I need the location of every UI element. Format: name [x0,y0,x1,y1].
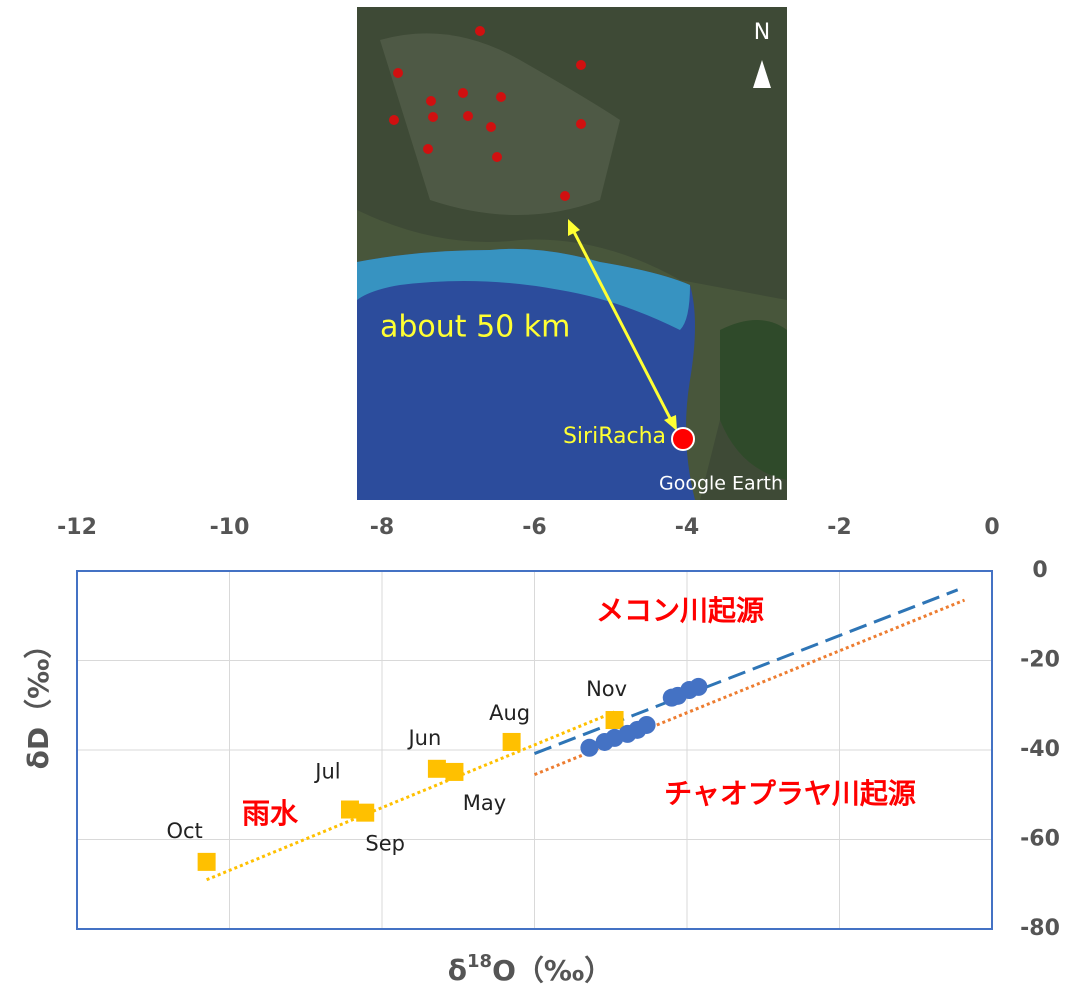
y-tick-label: -20 [1020,648,1060,673]
north-label: N [754,20,770,45]
point [638,716,656,734]
x-axis-title-part: O（‰） [492,954,612,987]
point-label: Nov [586,677,627,701]
point [356,804,374,822]
y-tick-label: -80 [1020,916,1060,941]
point [606,711,624,729]
y-axis-title: δD（‰） [22,631,55,770]
map-credit: Google Earth [659,473,783,495]
point-label: Sep [365,832,405,856]
point-label: Jul [313,760,340,784]
place-marker [672,428,694,450]
y-tick-label: 0 [1032,558,1047,583]
x-tick-label: -8 [370,515,394,540]
point-label: Jun [406,726,441,750]
x-axis-title-part: δ [448,954,467,987]
map: N about 50 km SiriRacha Google Earth [357,7,787,500]
x-axis-title-sup: 18 [467,951,492,972]
place-label: SiriRacha [563,424,666,449]
annotation: チャオプラヤ川起源 [664,777,916,810]
x-tick-label: -6 [522,515,546,540]
x-tick-label: -4 [675,515,699,540]
annotation: メコン川起源 [596,594,764,627]
y-tick-label: -40 [1020,737,1060,762]
y-tick-label: -60 [1020,827,1060,852]
point [689,678,707,696]
point [445,763,463,781]
point-label: Aug [489,701,530,725]
page: N about 50 km SiriRacha Google Earth δD（… [0,0,1077,989]
x-tick-label: -2 [827,515,851,540]
point [428,760,446,778]
x-tick-label: -12 [57,515,97,540]
point-label: May [463,791,506,815]
x-axis-title: δ18O（‰） [448,951,612,987]
point-label: Oct [166,819,202,843]
x-tick-label: 0 [984,515,999,540]
point [198,853,216,871]
point [503,733,521,751]
distance-label: about 50 km [380,310,570,345]
x-tick-label: -10 [210,515,250,540]
annotation: 雨水 [242,797,299,830]
